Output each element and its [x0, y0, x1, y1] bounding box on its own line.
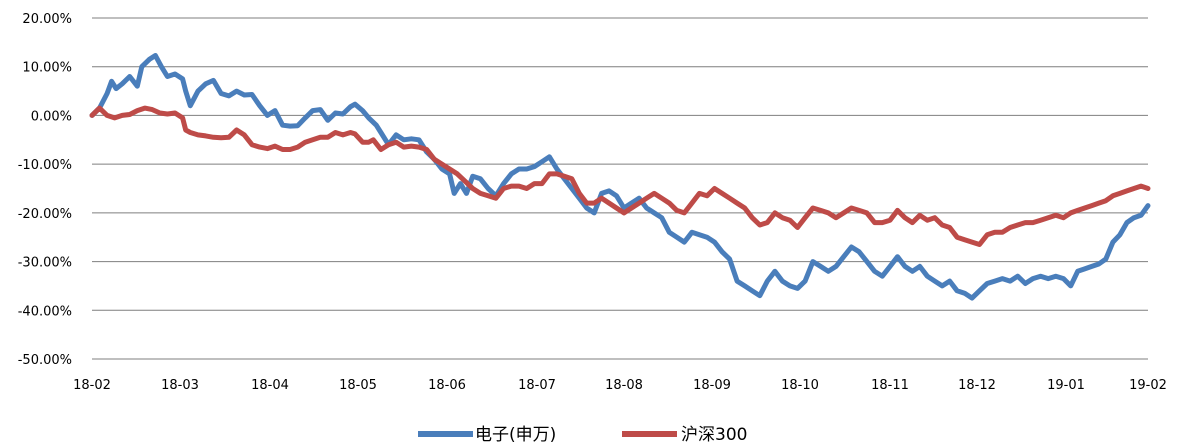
x-tick-label: 19-02: [1129, 378, 1167, 393]
x-tick-label: 18-11: [871, 378, 909, 393]
x-axis-tick-labels: 18-02 18-03 18-04 18-05 18-06 18-07 18-08 18-09…: [73, 378, 1167, 393]
legend: 电子(申万) 沪深300: [418, 425, 747, 445]
series-line-0: [89, 53, 1151, 301]
x-tick-label: 18-12: [958, 378, 996, 393]
y-tick-label: 0.00%: [31, 109, 72, 124]
y-tick-label: -40.00%: [18, 304, 72, 319]
series-line-1: [89, 105, 1151, 247]
x-tick-label: 18-05: [339, 378, 377, 393]
y-tick-label: -20.00%: [18, 207, 72, 222]
y-tick-label: -50.00%: [18, 353, 72, 368]
legend-label-0: 电子(申万): [475, 425, 556, 445]
x-tick-label: 18-06: [428, 378, 466, 393]
y-axis-tick-labels: 20.00% 10.00% 0.00% -10.00% -20.00% -30.00% -4…: [18, 12, 72, 368]
legend-label-1: 沪深300: [681, 425, 747, 445]
gridlines: [92, 17, 1148, 360]
series-lines: [89, 53, 1151, 301]
x-tick-label: 18-03: [161, 378, 199, 393]
x-tick-label: 19-01: [1047, 378, 1085, 393]
x-tick-label: 18-09: [693, 378, 731, 393]
y-tick-label: -10.00%: [18, 158, 72, 173]
x-tick-label: 18-10: [781, 378, 819, 393]
y-tick-label: -30.00%: [18, 256, 72, 271]
x-tick-label: 18-04: [251, 378, 289, 393]
y-tick-label: 20.00%: [22, 12, 72, 27]
y-tick-label: 10.00%: [22, 61, 72, 76]
x-tick-label: 18-02: [73, 378, 111, 393]
x-tick-label: 18-07: [518, 378, 556, 393]
x-tick-label: 18-08: [605, 378, 643, 393]
